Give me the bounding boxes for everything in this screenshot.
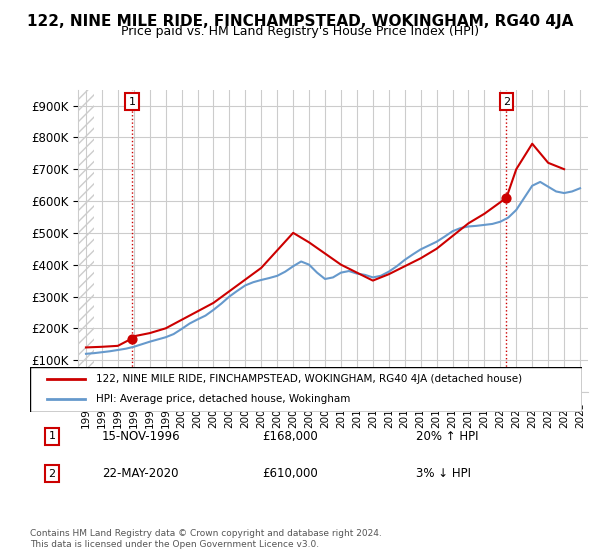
- Text: 2: 2: [49, 469, 56, 479]
- Text: 1: 1: [128, 97, 136, 107]
- FancyBboxPatch shape: [30, 367, 582, 412]
- Point: [127, 334, 137, 343]
- Text: HPI: Average price, detached house, Wokingham: HPI: Average price, detached house, Woki…: [96, 394, 350, 404]
- Text: 122, NINE MILE RIDE, FINCHAMPSTEAD, WOKINGHAM, RG40 4JA: 122, NINE MILE RIDE, FINCHAMPSTEAD, WOKI…: [27, 14, 573, 29]
- Text: Price paid vs. HM Land Registry's House Price Index (HPI): Price paid vs. HM Land Registry's House …: [121, 25, 479, 38]
- Bar: [78, 90, 94, 392]
- Bar: [78, 90, 94, 392]
- Text: 20% ↑ HPI: 20% ↑ HPI: [416, 430, 479, 443]
- Text: 122, NINE MILE RIDE, FINCHAMPSTEAD, WOKINGHAM, RG40 4JA (detached house): 122, NINE MILE RIDE, FINCHAMPSTEAD, WOKI…: [96, 374, 523, 384]
- Text: Contains HM Land Registry data © Crown copyright and database right 2024.
This d: Contains HM Land Registry data © Crown c…: [30, 529, 382, 549]
- Text: £610,000: £610,000: [262, 467, 317, 480]
- Text: 1: 1: [49, 431, 56, 441]
- Text: £168,000: £168,000: [262, 430, 317, 443]
- Point: [502, 193, 511, 202]
- Text: 22-MAY-2020: 22-MAY-2020: [102, 467, 178, 480]
- Text: 2: 2: [503, 97, 510, 107]
- Text: 3% ↓ HPI: 3% ↓ HPI: [416, 467, 472, 480]
- Text: 15-NOV-1996: 15-NOV-1996: [102, 430, 181, 443]
